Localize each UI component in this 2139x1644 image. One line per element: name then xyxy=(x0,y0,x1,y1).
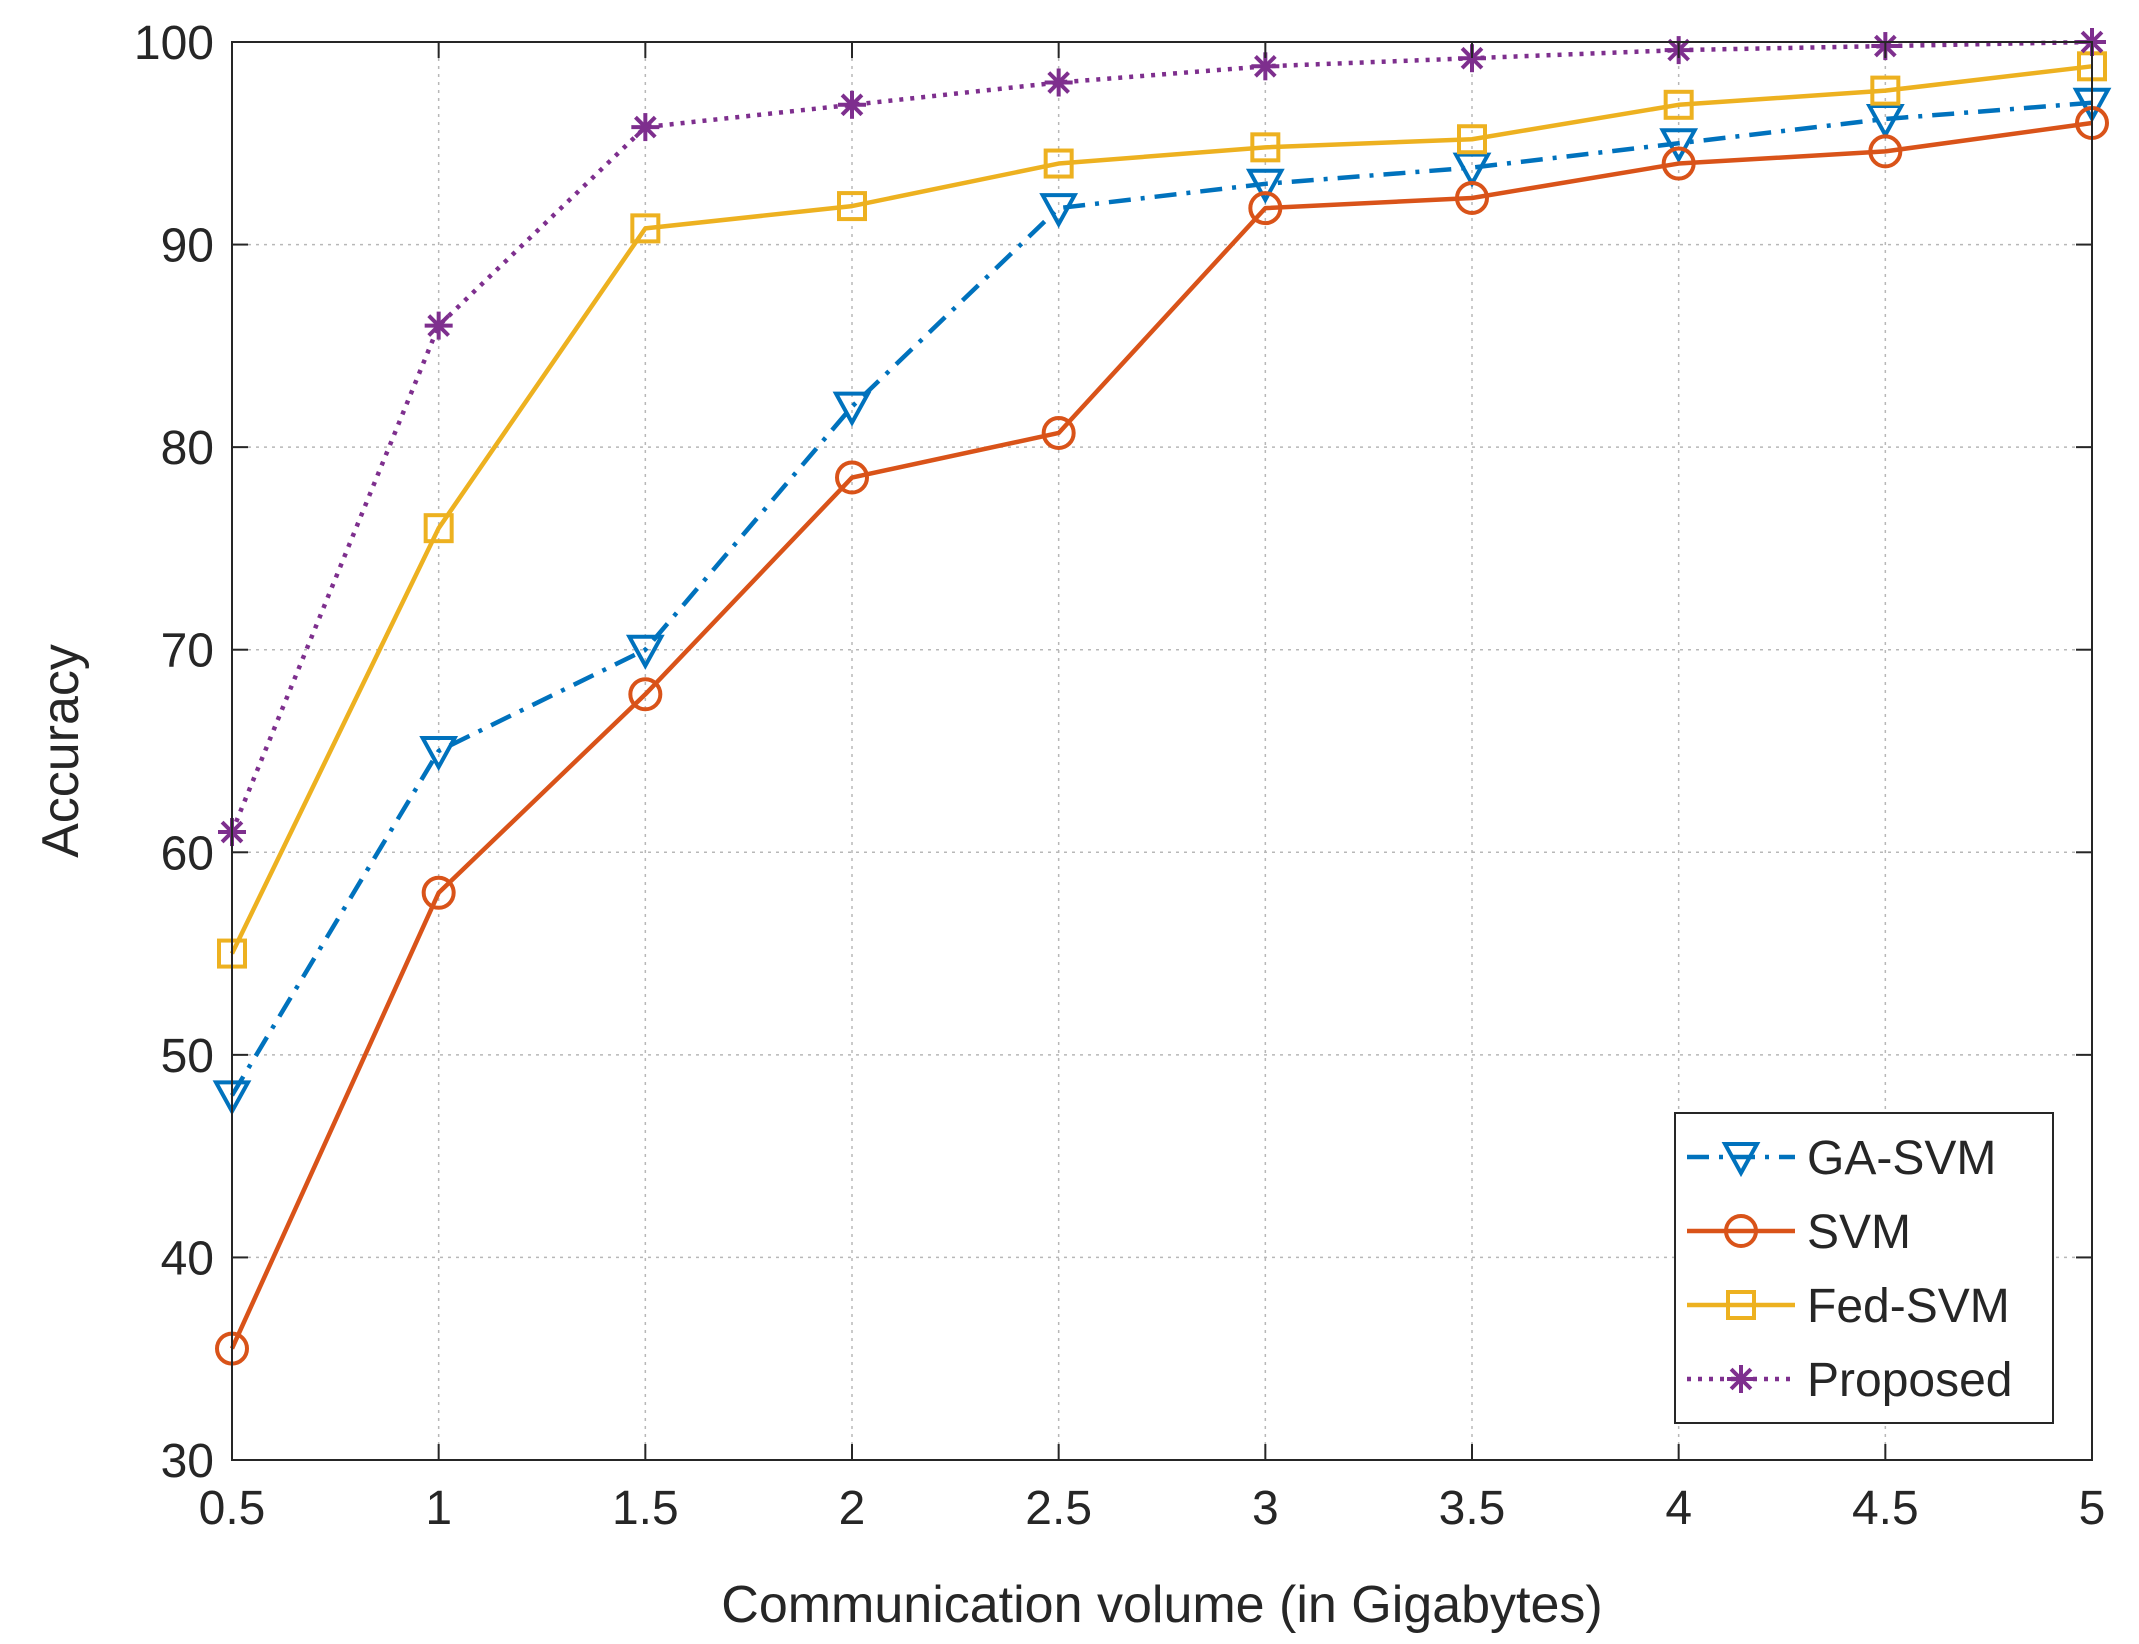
data-point-svm xyxy=(421,875,456,910)
x-tick-label: 2.5 xyxy=(1025,1482,1092,1535)
data-point-ga-svm xyxy=(1245,168,1285,204)
legend-label-proposed: Proposed xyxy=(1807,1354,2012,1407)
y-tick-label: 70 xyxy=(161,625,214,678)
data-point-proposed xyxy=(838,90,866,119)
data-point-ga-svm xyxy=(1659,128,1699,164)
x-tick-label: 1 xyxy=(425,1482,452,1535)
y-tick-label: 30 xyxy=(161,1435,214,1488)
legend-label-svm: SVM xyxy=(1807,1206,1911,1259)
data-point-fed-svm xyxy=(630,213,661,244)
data-series xyxy=(212,28,2112,1366)
x-tick-label: 5 xyxy=(2079,1482,2106,1535)
asterisk-stroke xyxy=(1254,54,1277,78)
asterisk-stroke xyxy=(634,115,657,139)
data-point-ga-svm xyxy=(1865,103,1905,140)
series-line-proposed xyxy=(229,39,2093,833)
x-tick-label: 1.5 xyxy=(612,1482,679,1535)
data-point-fed-svm xyxy=(1663,89,1694,120)
asterisk-stroke xyxy=(840,93,864,117)
data-point-svm xyxy=(1661,146,1696,181)
data-point-fed-svm xyxy=(837,191,867,222)
data-point-svm xyxy=(1041,415,1076,450)
legend: GA-SVM SVM Fed-SVM Proposed xyxy=(1674,1112,2054,1424)
data-point-proposed xyxy=(424,311,453,340)
data-point-ga-svm xyxy=(1452,152,1492,188)
data-point-fed-svm xyxy=(423,513,454,544)
x-axis-label: Communication volume (in Gigabytes) xyxy=(721,1576,1602,1634)
data-point-svm xyxy=(1248,191,1283,226)
data-point-svm xyxy=(835,460,869,495)
axis-ticks: 0.5 1 1.5 2 2.5 3 3.5 4 4.5 5 30 40 50 60 70 80 90 100 xyxy=(134,17,2105,1535)
legend-entry-proposed: Proposed xyxy=(1687,1354,2012,1407)
data-point-ga-svm xyxy=(1039,193,1079,229)
series-line-ga-svm xyxy=(230,100,2093,1097)
y-tick-label: 60 xyxy=(161,827,214,880)
legend-entry-ga-svm: GA-SVM xyxy=(1687,1132,1996,1185)
legend-marker-ga-svm xyxy=(1721,1142,1761,1178)
x-tick-label: 3.5 xyxy=(1439,1482,1506,1535)
legend-marker-proposed xyxy=(1727,1365,1755,1393)
data-point-svm xyxy=(1868,134,1903,169)
data-point-svm xyxy=(1455,180,1489,215)
series-line-svm xyxy=(229,120,2093,1350)
x-tick-label: 3 xyxy=(1252,1482,1279,1535)
asterisk-stroke xyxy=(427,314,450,337)
y-tick-label: 50 xyxy=(161,1030,214,1083)
plot-frame xyxy=(231,41,2093,1461)
x-tick-label: 4 xyxy=(1665,1482,1692,1535)
x-tick-label: 4.5 xyxy=(1852,1482,1919,1535)
data-point-fed-svm xyxy=(1457,124,1487,155)
legend-marker-fed-svm xyxy=(1726,1290,1756,1320)
data-point-proposed xyxy=(1044,68,1073,97)
data-point-svm xyxy=(628,677,663,712)
y-tick-label: 90 xyxy=(161,220,214,273)
data-point-proposed xyxy=(1458,44,1486,73)
x-tick-label: 0.5 xyxy=(199,1482,266,1535)
series-svm xyxy=(215,106,2109,1366)
legend-marker-svm xyxy=(1724,1214,1758,1248)
y-tick-label: 40 xyxy=(161,1232,214,1285)
x-tick-label: 2 xyxy=(839,1482,866,1535)
legend-label-fed-svm: Fed-SVM xyxy=(1807,1280,2010,1333)
legend-label-ga-svm: GA-SVM xyxy=(1807,1132,1996,1185)
series-ga-svm xyxy=(212,87,2112,1116)
y-tick-label: 80 xyxy=(161,422,214,475)
legend-entry-svm: SVM xyxy=(1687,1206,1911,1259)
data-point-ga-svm xyxy=(625,634,665,670)
data-point-fed-svm xyxy=(1250,132,1281,163)
data-point-fed-svm xyxy=(1043,148,1074,179)
data-point-proposed xyxy=(631,113,660,142)
asterisk-stroke xyxy=(1460,46,1484,70)
asterisk-stroke xyxy=(1047,71,1070,94)
legend-entry-fed-svm: Fed-SVM xyxy=(1687,1280,2010,1333)
data-point-ga-svm xyxy=(419,736,459,772)
data-point-ga-svm xyxy=(832,391,872,427)
data-point-fed-svm xyxy=(1870,75,1901,106)
asterisk-stroke xyxy=(1729,1367,1753,1391)
y-tick-label: 100 xyxy=(134,17,214,70)
series-line-fed-svm xyxy=(229,64,2093,955)
y-axis-label: Accuracy xyxy=(32,644,90,858)
